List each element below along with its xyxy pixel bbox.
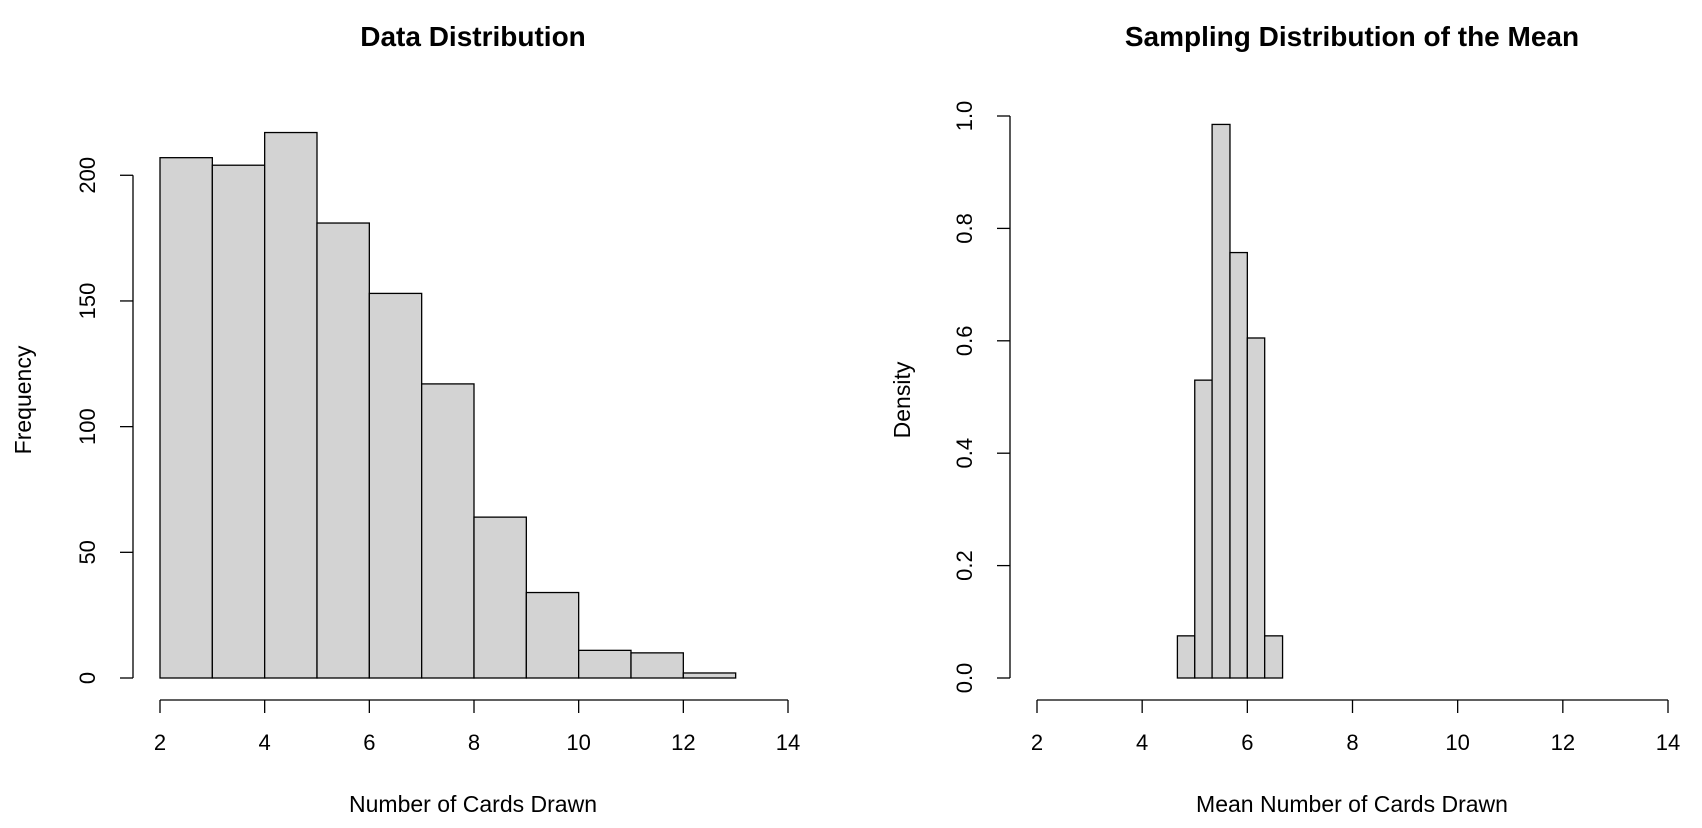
y-axis-label: Frequency [10, 345, 36, 454]
histogram-bar [630, 652, 684, 679]
y-axis-label: Density [889, 361, 915, 438]
bars [1176, 123, 1284, 679]
histogram-bar [473, 516, 527, 679]
histogram-bar [682, 672, 737, 679]
y-axis: 0 50 100 150 200 [75, 157, 134, 684]
x-tick-label: 12 [1551, 730, 1575, 755]
histogram-bar [316, 222, 370, 679]
histogram-bar [1211, 123, 1231, 679]
x-tick-label: 2 [1031, 730, 1043, 755]
x-axis-label: Number of Cards Drawn [349, 791, 597, 817]
x-tick-label: 6 [1241, 730, 1253, 755]
histogram-bar [159, 157, 213, 679]
y-tick-label: 200 [75, 157, 100, 194]
y-tick-label: 1.0 [952, 101, 977, 132]
x-tick-label: 14 [1656, 730, 1680, 755]
x-tick-label: 4 [259, 730, 271, 755]
histogram-bar [264, 131, 318, 679]
y-tick-label: 0.2 [952, 550, 977, 581]
x-tick-label: 4 [1136, 730, 1148, 755]
y-tick-label: 0.6 [952, 326, 977, 357]
histogram-panel-sampling-distribution: Sampling Distribution of the Mean 2 4 6 8 10… [889, 21, 1680, 817]
x-tick-label: 14 [776, 730, 800, 755]
y-tick-label: 50 [75, 540, 100, 564]
y-tick-label: 0.8 [952, 213, 977, 244]
chart-title: Sampling Distribution of the Mean [1125, 21, 1579, 52]
y-tick-label: 150 [75, 283, 100, 320]
histogram-bar [368, 292, 423, 679]
histogram-bar [1194, 379, 1213, 679]
histogram-bar [1176, 635, 1196, 679]
histogram-bar [1229, 251, 1248, 679]
x-tick-label: 10 [566, 730, 590, 755]
x-tick-label: 8 [468, 730, 480, 755]
histogram-bar [1264, 635, 1284, 679]
chart-title: Data Distribution [360, 21, 586, 52]
y-tick-label: 100 [75, 408, 100, 445]
y-tick-label: 0.4 [952, 438, 977, 469]
x-axis: 2 4 6 8 10 12 14 [154, 699, 800, 755]
y-tick-label: 0.0 [952, 663, 977, 694]
histogram-panel-data-distribution: Data Distribution 2 4 6 8 10 12 14 0 50 100 150 20… [10, 21, 800, 817]
histogram-bar [1246, 337, 1266, 679]
x-tick-label: 6 [363, 730, 375, 755]
x-tick-label: 12 [671, 730, 695, 755]
histogram-bar [525, 591, 580, 679]
bars [159, 131, 737, 679]
x-axis-label: Mean Number of Cards Drawn [1196, 791, 1508, 817]
y-tick-label: 0 [75, 672, 100, 684]
y-axis: 0.0 0.2 0.4 0.6 0.8 1.0 [952, 101, 1011, 694]
x-tick-label: 10 [1445, 730, 1469, 755]
histogram-bar [578, 649, 632, 679]
histogram-bar [421, 383, 475, 679]
x-tick-label: 8 [1346, 730, 1358, 755]
x-tick-label: 2 [154, 730, 166, 755]
histogram-bar [211, 164, 266, 679]
x-axis: 2 4 6 8 10 12 14 [1031, 699, 1680, 755]
